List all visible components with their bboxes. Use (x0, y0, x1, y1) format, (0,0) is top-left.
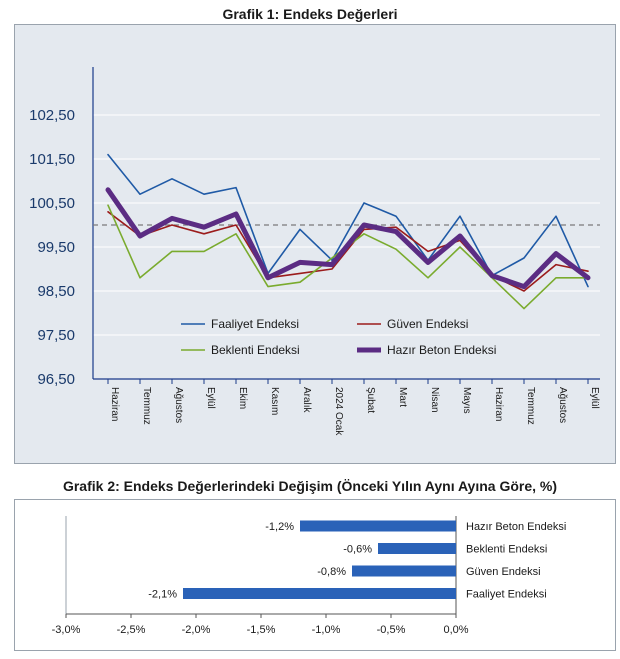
category-label: Faaliyet Endeksi (466, 589, 547, 601)
bar-data-label: -1,2% (265, 521, 294, 533)
x-tick-label: -2,5% (117, 624, 146, 636)
y-tick-label: 100,50 (29, 195, 75, 212)
x-tick-label: Eylül (205, 387, 216, 409)
x-tick-label: -2,0% (182, 624, 211, 636)
x-tick-label: -1,5% (247, 624, 276, 636)
bar (183, 588, 456, 599)
legend-label: Hazır Beton Endeksi (387, 343, 496, 357)
y-tick-label: 98,50 (37, 283, 75, 300)
bar-data-label: -0,6% (343, 544, 372, 556)
series-line-faaliyet-endeksi (107, 153, 589, 288)
bar-data-label: -0,8% (317, 566, 346, 578)
category-label: Hazır Beton Endeksi (466, 521, 566, 533)
category-label: Beklenti Endeksi (466, 544, 547, 556)
x-tick-label: 0,0% (443, 624, 468, 636)
y-tick-label: 101,50 (29, 151, 75, 168)
bar (352, 565, 456, 577)
bar-data-label: -2,1% (148, 589, 177, 601)
x-tick-label: Haziran (109, 387, 120, 421)
x-tick-label: Şubat (365, 387, 376, 413)
x-tick-label: Temmuz (141, 387, 152, 425)
y-tick-label: 102,50 (29, 107, 75, 124)
line-chart-panel: 96,50 97,50 98,50 99,50 100,50 101,50 102,50 Ha… (14, 24, 616, 464)
chart1-title: Grafik 1: Endeks Değerleri (222, 6, 398, 22)
x-tick-label: Mart (397, 387, 408, 407)
x-tick-label: Haziran (493, 387, 504, 421)
x-tick-label: Ağustos (173, 387, 184, 423)
x-tick-label: 2024 Ocak (333, 387, 344, 436)
legend-label: Faaliyet Endeksi (211, 317, 299, 331)
x-tick-label: -3,0% (52, 624, 81, 636)
x-tick-label: Nisan (429, 387, 440, 413)
x-tick-label: -1,0% (312, 624, 341, 636)
chart2-title: Grafik 2: Endeks Değerlerindeki Değişim … (62, 478, 558, 494)
x-tick-label: Mayıs (461, 387, 472, 414)
legend-label: Beklenti Endeksi (211, 343, 300, 357)
series-line-hazır-beton-endeksi (105, 187, 591, 290)
line-chart: 96,50 97,50 98,50 99,50 100,50 101,50 102,50 Ha… (29, 67, 600, 436)
x-tick-label: Eylül (589, 387, 600, 409)
bar (378, 543, 456, 554)
x-tick-label: Ağustos (557, 387, 568, 423)
x-tick-label: Temmuz (525, 387, 536, 425)
y-tick-label: 99,50 (37, 239, 75, 256)
x-tick-label: -0,5% (377, 624, 406, 636)
legend-label: Güven Endeksi (387, 317, 468, 331)
bar-chart-panel: -3,0% -2,5% -2,0% -1,5% -1,0% -0,5% 0,0% -1,2% H… (14, 499, 616, 651)
y-tick-label: 96,50 (37, 371, 75, 388)
x-tick-label: Ekim (237, 387, 248, 409)
x-tick-label: Aralık (301, 387, 312, 414)
bar-chart: -3,0% -2,5% -2,0% -1,5% -1,0% -0,5% 0,0% -1,2% H… (52, 516, 566, 636)
y-tick-label: 97,50 (37, 327, 75, 344)
x-tick-label: Kasım (269, 387, 280, 415)
bar (300, 520, 456, 532)
category-label: Güven Endeksi (466, 566, 541, 578)
